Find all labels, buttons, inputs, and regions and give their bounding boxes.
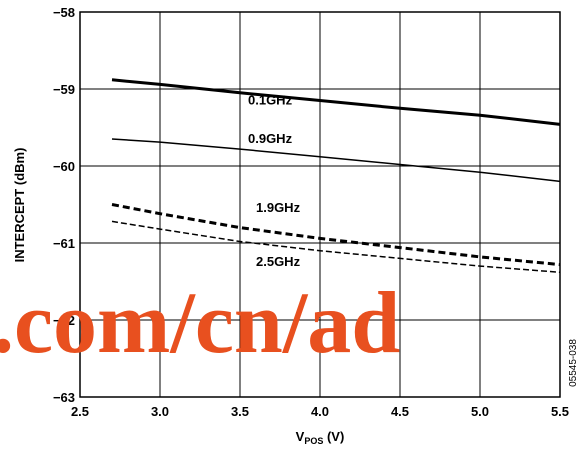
x-axis-title: VPOS (V) [296,429,345,446]
series-line-4 [111,220,561,274]
series-label-1: 0.1GHz [248,92,293,107]
y-tick-labels: −58 −59 −60 −61 −62 −63 [53,5,75,405]
y-tick-label: −58 [53,5,75,20]
y-tick-label: −61 [53,236,75,251]
figure-id: 05545-038 [568,339,579,387]
watermark: .com/cn/ad [0,275,400,372]
x-tick-label: 4.0 [311,404,329,419]
grid [80,12,560,397]
x-tick-label: 4.5 [391,404,409,419]
y-axis-title: INTERCEPT (dBm) [12,148,27,263]
x-tick-label: 5.5 [551,404,569,419]
y-tick-label: −62 [53,313,75,328]
x-tick-label: 5.0 [471,404,489,419]
series-line-3 [111,203,561,267]
series-label-4: 2.5GHz [256,254,301,269]
y-tick-label: −63 [53,390,75,405]
x-tick-labels: 2.5 3.0 3.5 4.0 4.5 5.0 5.5 [71,404,569,419]
x-tick-label: 3.0 [151,404,169,419]
series-layer [111,78,561,274]
x-tick-label: 2.5 [71,404,89,419]
y-tick-label: −60 [53,159,75,174]
series-label-3: 1.9GHz [256,200,301,215]
x-tick-label: 3.5 [231,404,249,419]
series-labels: 0.1GHz 0.9GHz 1.9GHz 2.5GHz [248,92,301,269]
series-line-2 [111,138,561,183]
plot-frame [79,11,561,398]
y-tick-label: −59 [53,82,75,97]
series-line-1 [111,78,561,126]
series-label-2: 0.9GHz [248,131,293,146]
